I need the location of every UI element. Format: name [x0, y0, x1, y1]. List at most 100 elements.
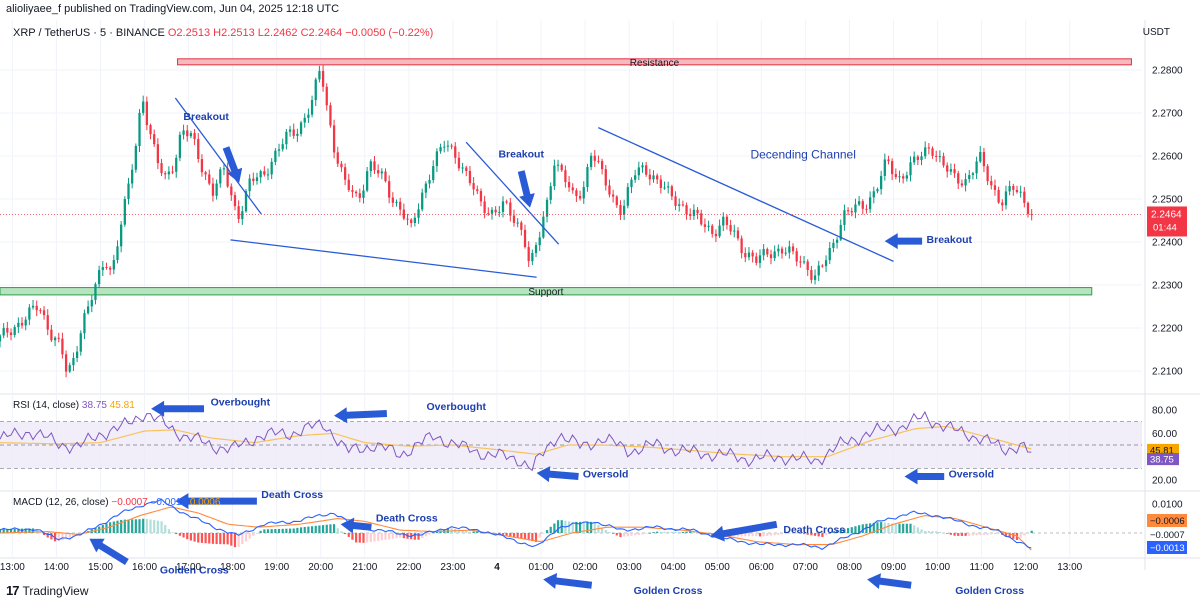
- rsi-legend[interactable]: RSI (14, close) 38.75 45.81: [13, 400, 135, 411]
- macd-histogram-bar: [42, 533, 46, 536]
- candle-body: [975, 161, 978, 174]
- candle-body: [97, 270, 101, 285]
- macd-histogram-bar: [920, 529, 923, 533]
- macd-signal-line[interactable]: [0, 506, 1032, 551]
- candle-body: [681, 204, 685, 206]
- macd-histogram-bar: [277, 528, 281, 533]
- candle-body: [296, 133, 299, 136]
- time-tick-label: 14:00: [44, 562, 69, 573]
- candle-body: [299, 122, 303, 134]
- candle-body: [802, 261, 806, 263]
- macd-histogram-bar: [780, 533, 784, 535]
- candle-body: [281, 144, 284, 150]
- candle-body: [94, 284, 97, 301]
- macd-line[interactable]: [0, 498, 1032, 551]
- candle-body: [659, 179, 662, 188]
- candle-body: [586, 167, 589, 188]
- last-price-tag[interactable]: [1147, 206, 1187, 237]
- tradingview-footer[interactable]: 17 TradingView: [6, 583, 89, 598]
- macd-histogram-bar: [39, 532, 42, 534]
- macd-histogram-bar: [762, 533, 765, 537]
- macd-histogram-bar: [641, 533, 644, 535]
- macd-histogram-bar: [957, 533, 960, 536]
- annotation-label-0: Breakout: [183, 111, 229, 123]
- macd-histogram-bar: [1030, 530, 1033, 533]
- overbought-arrow-2: [334, 407, 387, 424]
- candle-body: [637, 167, 640, 176]
- rsi-line[interactable]: [0, 410, 1032, 472]
- candle-body: [443, 146, 446, 148]
- macd-histogram-bar: [549, 526, 552, 533]
- candle-body: [1015, 189, 1019, 193]
- candle-body: [321, 71, 325, 87]
- last-price-value: 2.2464: [1151, 209, 1182, 220]
- golden-cross-arrow-2: [543, 573, 593, 589]
- macd-histogram-bar: [142, 518, 145, 533]
- candle-body: [854, 204, 857, 213]
- candle-body: [645, 165, 648, 175]
- candle-body: [850, 211, 853, 213]
- macd-histogram-bar: [567, 521, 571, 533]
- macd-histogram-bar: [924, 530, 927, 533]
- candle-body: [123, 199, 126, 225]
- macd-histogram-bar: [476, 531, 479, 533]
- macd-histogram-bar: [395, 533, 398, 539]
- tradingview-logo-icon: 17: [6, 583, 20, 598]
- rsi-title: RSI (14, close): [13, 400, 80, 411]
- macd-histogram-bar: [1008, 533, 1011, 538]
- candle-body: [380, 171, 383, 174]
- candle-body: [200, 159, 204, 173]
- candle-body: [953, 169, 956, 174]
- trendline-0[interactable]: [174, 97, 262, 215]
- macd-histogram-bar: [461, 530, 464, 533]
- macd-value: −0.0007: [111, 497, 148, 508]
- candle-body: [832, 242, 835, 248]
- candle-body: [861, 201, 864, 209]
- macd-histogram-bar: [189, 533, 193, 541]
- candle-body: [685, 205, 688, 214]
- candle-body: [211, 183, 215, 196]
- candle-body: [722, 216, 725, 226]
- trendline-1[interactable]: [230, 239, 537, 278]
- macd-histogram-bar: [744, 533, 747, 537]
- candle-body: [303, 117, 306, 123]
- macd-histogram-bar: [608, 532, 611, 533]
- candle-body: [332, 125, 336, 153]
- candle-body: [784, 252, 787, 254]
- macd-histogram-bar: [222, 533, 226, 545]
- macd-annotation-1: Golden Cross: [160, 565, 229, 577]
- macd-histogram-bar: [593, 522, 596, 533]
- time-tick-label: 04:00: [661, 562, 686, 573]
- macd-legend[interactable]: MACD (12, 26, close) −0.0007 −0.0013 0.0…: [13, 497, 220, 508]
- candle-body: [656, 175, 659, 180]
- macd-histogram-bar: [637, 533, 640, 535]
- symbol-legend[interactable]: XRP / TetherUS · 5 · BINANCE O2.2513 H2.…: [13, 27, 433, 39]
- candle-body: [1030, 213, 1033, 215]
- macd-annotation-5: Golden Cross: [955, 585, 1024, 597]
- golden-cross-arrow-3: [867, 573, 912, 589]
- rsi-annotation-1: Overbought: [426, 401, 486, 413]
- macd-histogram-bar: [747, 533, 751, 537]
- candle-body: [692, 209, 696, 216]
- death-cross-arrow-3: [710, 520, 778, 542]
- candle-body: [523, 229, 527, 248]
- macd-histogram-bar: [281, 528, 284, 533]
- macd-histogram-bar: [351, 533, 354, 540]
- macd-histogram-bar: [178, 533, 182, 536]
- trendline-3[interactable]: [598, 127, 894, 262]
- candle-body: [512, 215, 516, 223]
- candle-body: [134, 146, 137, 170]
- macd-histogram-bar: [751, 533, 754, 537]
- trendline-2[interactable]: [465, 141, 560, 245]
- macd-histogram-bar: [494, 533, 497, 534]
- time-tick-label: 13:00: [0, 562, 25, 573]
- macd-histogram-bar: [913, 525, 916, 533]
- symbol-name[interactable]: XRP / TetherUS · 5 · BINANCE: [13, 27, 165, 39]
- macd-histogram-bar: [869, 523, 872, 533]
- macd-histogram-bar: [516, 533, 519, 538]
- macd-histogram-bar: [850, 527, 853, 533]
- candle-body: [237, 206, 240, 220]
- macd-histogram-bar: [986, 533, 989, 535]
- macd-histogram-bar: [663, 531, 666, 533]
